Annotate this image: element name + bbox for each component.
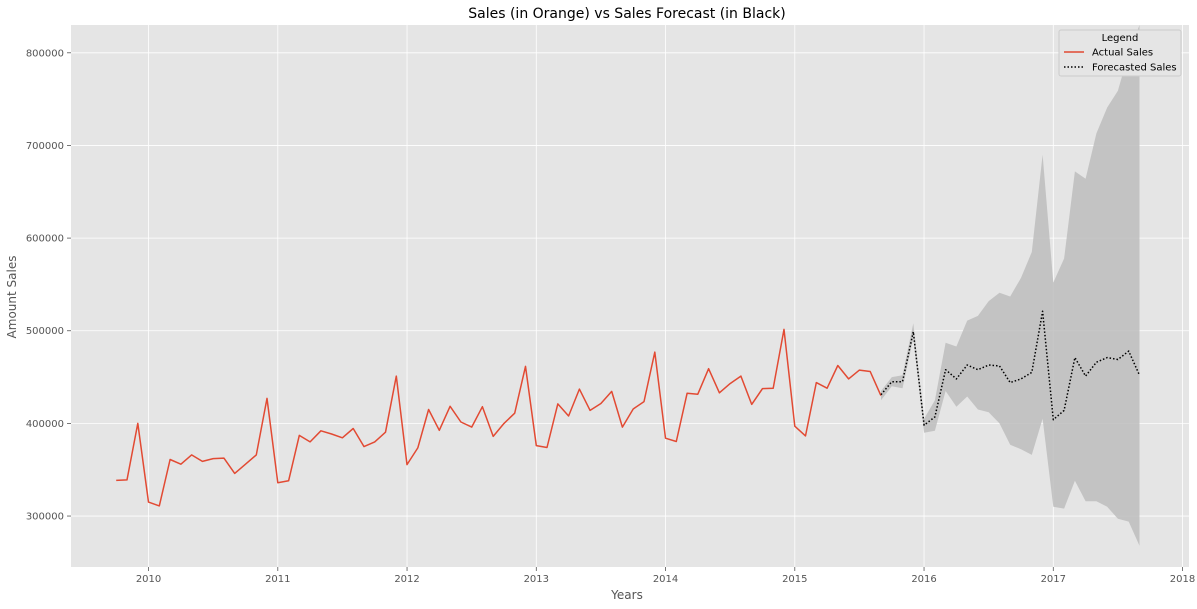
x-tick-label: 2014 [653, 574, 678, 585]
y-tick-label: 800000 [26, 48, 64, 59]
confidence-band [881, 25, 1140, 546]
x-tick-label: 2010 [136, 574, 161, 585]
x-tick-label: 2017 [1041, 574, 1066, 585]
legend: Legend Actual Sales Forecasted Sales [1058, 29, 1182, 77]
series-layer [116, 310, 1141, 507]
x-tick-label: 2011 [265, 574, 290, 585]
legend-box [1058, 29, 1182, 77]
y-axis: 300000 400000 500000 600000 700000 800000 [26, 48, 71, 523]
actual-sales-line [116, 328, 882, 507]
confidence-band-layer [881, 25, 1140, 546]
y-axis-label: Amount Sales [5, 256, 19, 339]
x-tick-label: 2018 [1170, 574, 1195, 585]
legend-label-forecasted-sales: Forecasted Sales [1092, 63, 1177, 74]
chart-title: Sales (in Orange) vs Sales Forecast (in … [468, 6, 785, 22]
x-tick-label: 2012 [394, 574, 419, 585]
legend-title: Legend [1102, 33, 1139, 44]
x-tick-label: 2016 [911, 574, 936, 585]
legend-label-actual-sales: Actual Sales [1092, 48, 1153, 59]
y-tick-label: 300000 [26, 512, 64, 523]
y-tick-label: 700000 [26, 141, 64, 152]
forecast-sales-line [880, 310, 1141, 426]
x-axis-label: Years [610, 588, 643, 602]
y-tick-label: 500000 [26, 326, 64, 337]
x-tick-label: 2013 [524, 574, 549, 585]
x-tick-label: 2015 [782, 574, 807, 585]
y-tick-label: 600000 [26, 234, 64, 245]
y-tick-label: 400000 [26, 419, 64, 430]
x-axis: 2010 2011 2012 2013 2014 2015 2016 2017 2018 [136, 567, 1195, 585]
